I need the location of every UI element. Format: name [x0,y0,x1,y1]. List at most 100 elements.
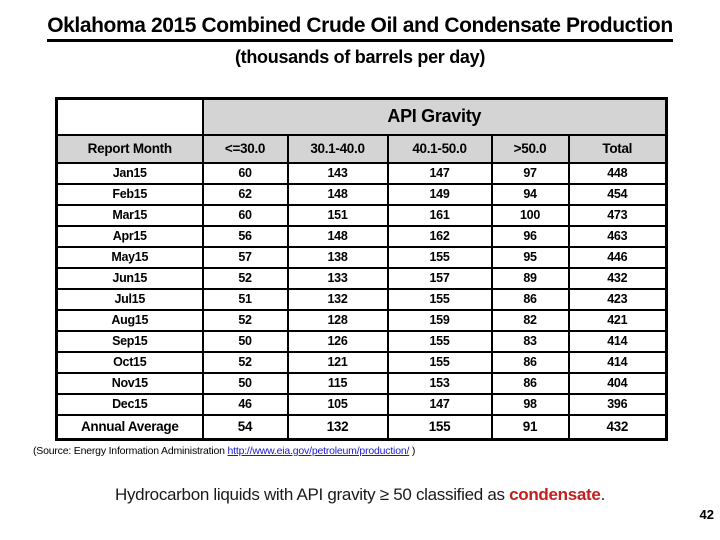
column-header-le30: <=30.0 [201,133,289,164]
row-value: 51 [201,287,289,311]
row-value: 50 [201,329,289,353]
row-value: 82 [490,308,570,332]
row-value: 105 [286,392,389,416]
row-value: 52 [201,308,289,332]
row-value: 96 [490,224,570,248]
table-row: Oct15 52 121 155 86 414 [55,350,668,374]
row-month: Dec15 [55,392,204,416]
row-value: 159 [386,308,493,332]
row-month: May15 [55,245,204,269]
row-value: 62 [201,182,289,206]
annual-average-value: 54 [201,413,289,441]
row-value: 162 [386,224,493,248]
row-month: Nov15 [55,371,204,395]
row-month: Oct15 [55,350,204,374]
row-value: 423 [567,287,668,311]
column-header-40-50: 40.1-50.0 [386,133,493,164]
source-link[interactable]: http://www.eia.gov/petroleum/production/ [227,445,410,457]
annual-average-value: 132 [286,413,389,441]
row-value: 147 [386,161,493,185]
row-value: 473 [567,203,668,227]
row-value: 396 [567,392,668,416]
row-value: 157 [386,266,493,290]
table-row: Dec15 46 105 147 98 396 [55,392,668,416]
annual-average-value: 91 [490,413,570,441]
row-month: Jun15 [55,266,204,290]
note-text-after: . [600,485,606,504]
table-row: Apr15 56 148 162 96 463 [55,224,668,248]
source-citation: (Source: Energy Information Administrati… [33,445,415,457]
source-prefix: (Source: Energy Information Administrati… [33,445,228,457]
row-value: 414 [567,329,668,353]
row-value: 149 [386,182,493,206]
row-value: 148 [286,182,389,206]
table-row: Jan15 60 143 147 97 448 [55,161,668,185]
table-group-header-row: API Gravity [55,97,668,136]
annual-average-value: 432 [567,413,668,441]
column-header-30-40: 30.1-40.0 [286,133,389,164]
row-value: 133 [286,266,389,290]
column-header-gt50: >50.0 [490,133,570,164]
row-value: 126 [286,329,389,353]
row-value: 155 [386,329,493,353]
row-value: 143 [286,161,389,185]
column-header-total: Total [567,133,668,164]
row-value: 86 [490,287,570,311]
row-value: 95 [490,245,570,269]
row-value: 97 [490,161,570,185]
table-row: Jun15 52 133 157 89 432 [55,266,668,290]
row-value: 151 [286,203,389,227]
row-value: 50 [201,371,289,395]
table-row: Aug15 52 128 159 82 421 [55,308,668,332]
annual-average-value: 155 [386,413,493,441]
table-column-header-row: Report Month <=30.0 30.1-40.0 40.1-50.0 … [55,133,668,164]
row-value: 86 [490,371,570,395]
row-month: Jul15 [55,287,204,311]
row-value: 94 [490,182,570,206]
row-value: 161 [386,203,493,227]
row-value: 60 [201,203,289,227]
row-value: 57 [201,245,289,269]
row-value: 448 [567,161,668,185]
table-row: Mar15 60 151 161 100 473 [55,203,668,227]
production-table: API Gravity Report Month <=30.0 30.1-40.… [55,97,668,441]
page-number: 42 [699,507,714,522]
row-value: 52 [201,266,289,290]
row-value: 414 [567,350,668,374]
row-value: 98 [490,392,570,416]
row-month: Sep15 [55,329,204,353]
row-value: 60 [201,161,289,185]
row-value: 432 [567,266,668,290]
page-title: Oklahoma 2015 Combined Crude Oil and Con… [47,14,673,42]
row-value: 52 [201,350,289,374]
row-value: 83 [490,329,570,353]
slide-title: Oklahoma 2015 Combined Crude Oil and Con… [0,14,720,68]
row-value: 89 [490,266,570,290]
row-month: Feb15 [55,182,204,206]
row-value: 421 [567,308,668,332]
row-value: 56 [201,224,289,248]
row-value: 46 [201,392,289,416]
row-month: Aug15 [55,308,204,332]
row-value: 454 [567,182,668,206]
row-value: 138 [286,245,389,269]
note-text-before: Hydrocarbon liquids with API gravity ≥ 5… [114,485,510,504]
table-row: May15 57 138 155 95 446 [55,245,668,269]
table-row: Nov15 50 115 153 86 404 [55,371,668,395]
row-value: 153 [386,371,493,395]
row-value: 128 [286,308,389,332]
row-value: 155 [386,245,493,269]
row-value: 86 [490,350,570,374]
row-value: 147 [386,392,493,416]
row-value: 115 [286,371,389,395]
table-body: Jan15 60 143 147 97 448 Feb15 62 148 149… [55,161,668,416]
table-row: Feb15 62 148 149 94 454 [55,182,668,206]
table-row: Sep15 50 126 155 83 414 [55,329,668,353]
row-value: 446 [567,245,668,269]
condensate-note: Hydrocarbon liquids with API gravity ≥ 5… [0,485,720,505]
api-gravity-group-header: API Gravity [201,97,668,136]
source-suffix: ) [409,445,416,457]
row-month: Apr15 [55,224,204,248]
row-value: 155 [386,287,493,311]
row-value: 463 [567,224,668,248]
